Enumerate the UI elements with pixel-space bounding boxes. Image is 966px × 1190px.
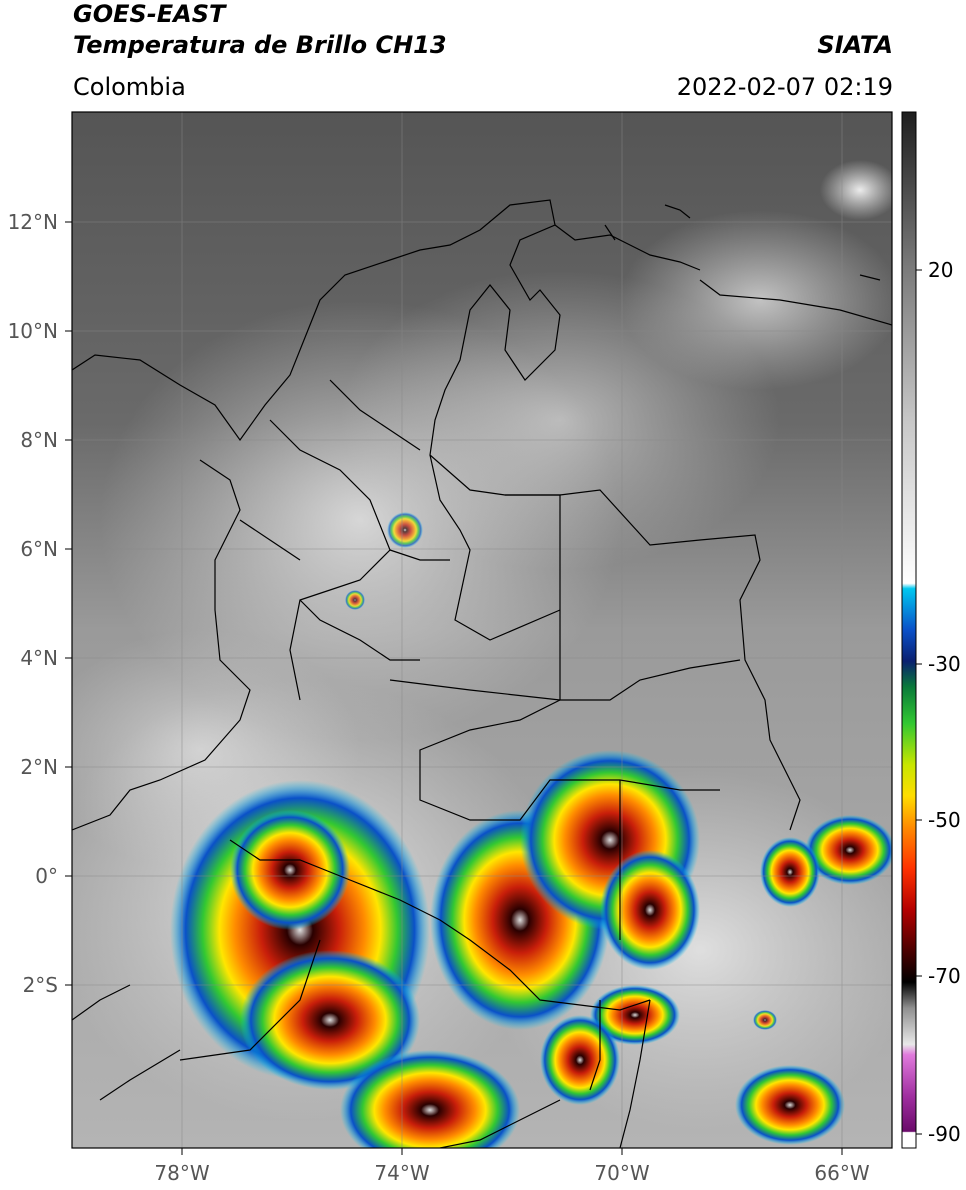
lat-label: 0° — [35, 864, 58, 888]
colorbar-tick: -70 — [928, 964, 961, 988]
country-boundaries — [72, 199, 892, 1148]
storm-cell-south — [340, 1050, 520, 1148]
colorbar-tick: -30 — [928, 652, 961, 676]
colorbar-tick: -90 — [928, 1122, 961, 1146]
imagery-layer — [72, 112, 892, 1148]
graticule — [72, 112, 892, 1148]
region-label: Colombia — [73, 73, 186, 101]
lon-label: 74°W — [374, 1161, 429, 1185]
product-title: Temperatura de Brillo CH13 — [73, 31, 447, 59]
satellite-title: GOES-EAST — [73, 0, 226, 28]
lat-label: 10°N — [8, 319, 58, 343]
lat-label: 2°S — [23, 973, 58, 997]
lat-axis: 12°N 10°N 8°N 6°N 4°N 2°N 0° 2°S — [8, 210, 72, 997]
lat-label: 6°N — [20, 537, 58, 561]
lat-label: 4°N — [20, 646, 58, 670]
colorbar: 20 -30 -50 -70 -90 — [901, 111, 961, 1149]
timestamp-label: 2022-02-07 02:19 — [676, 73, 893, 101]
org-label: SIATA — [817, 31, 893, 59]
colorbar-tick: 20 — [928, 258, 953, 282]
lon-label: 66°W — [814, 1161, 869, 1185]
colorbar-tick: -50 — [928, 808, 961, 832]
lon-label: 70°W — [594, 1161, 649, 1185]
lon-axis: 78°W 74°W 70°W 66°W — [154, 1148, 870, 1185]
lat-label: 2°N — [20, 755, 58, 779]
storm-cell-east — [805, 815, 892, 885]
lon-label: 78°W — [154, 1161, 209, 1185]
lat-label: 12°N — [8, 210, 58, 234]
lat-label: 8°N — [20, 428, 58, 452]
plot-frame — [71, 111, 893, 1149]
